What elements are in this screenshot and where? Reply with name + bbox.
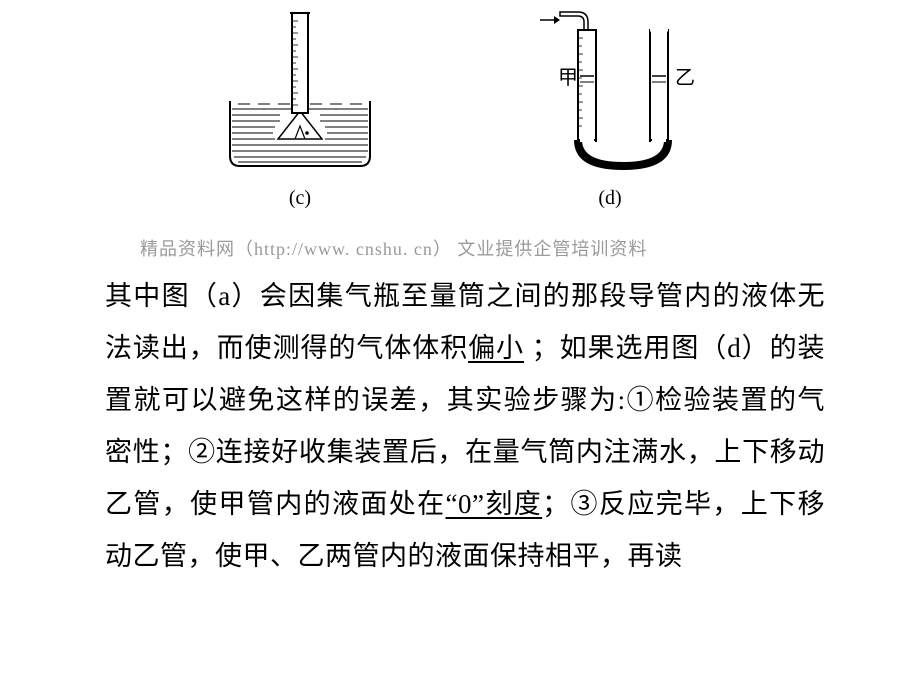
figures-row: (c) xyxy=(0,0,920,210)
body-paragraph: 其中图（a）会因集气瓶至量筒之间的那段导管内的液体无法读出，而使测得的气体体积偏… xyxy=(105,270,825,582)
figure-d: 甲 乙 (d) xyxy=(510,6,710,210)
para-u2: “0”刻度 xyxy=(446,489,543,519)
watermark-text: 精品资料网（http://www. cnshu. cn） 文业提供企管培训资料 xyxy=(140,235,647,261)
figure-d-svg: 甲 乙 xyxy=(510,6,710,181)
figure-c-caption: (c) xyxy=(289,187,311,210)
figure-c-svg xyxy=(210,11,390,181)
figure-d-label-left: 甲 xyxy=(558,67,578,89)
figure-c: (c) xyxy=(210,11,390,210)
figure-d-caption: (d) xyxy=(598,187,621,210)
page-container: (c) xyxy=(0,0,920,690)
para-u1: 偏小 xyxy=(468,333,524,363)
figure-d-label-right: 乙 xyxy=(675,67,695,89)
